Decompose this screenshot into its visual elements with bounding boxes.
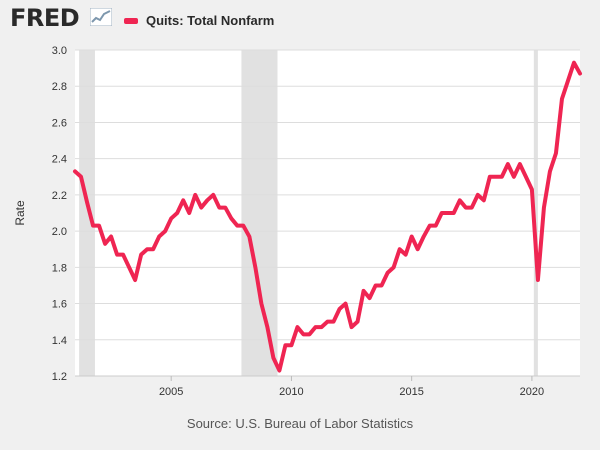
legend-swatch	[124, 17, 138, 24]
series-layer	[73, 60, 582, 373]
chart-header: FRED Quits: Total Nonfarm	[0, 0, 600, 40]
y-tick-label: 1.8	[52, 262, 67, 274]
x-tick-label: 2015	[399, 386, 423, 398]
recession-band	[241, 50, 278, 376]
y-tick-label: 1.6	[52, 299, 67, 311]
plot-area	[75, 50, 580, 376]
y-tick-label: 2.4	[52, 154, 67, 166]
y-tick-label: 3.0	[52, 45, 67, 57]
y-tick-label: 2.8	[52, 81, 67, 93]
x-tick-label: 2020	[520, 386, 544, 398]
y-axis-label: Rate	[13, 200, 27, 226]
legend-label: Quits: Total Nonfarm	[146, 13, 275, 28]
fred-logo[interactable]: FRED	[10, 4, 80, 32]
axis-layer: 1.2 1.4 1.6 1.8 2.0 2.2 2.4 2.6 2.8 3.0 2005 2010 20…	[52, 45, 580, 398]
recession-layer	[79, 50, 538, 376]
y-tick-label: 1.4	[52, 335, 67, 347]
y-tick-label: 2.0	[52, 226, 67, 238]
y-tick-label: 2.2	[52, 190, 67, 202]
recession-band	[79, 50, 95, 376]
x-tick-label: 2010	[279, 386, 303, 398]
recession-band	[533, 50, 538, 376]
source-note: Source: U.S. Bureau of Labor Statistics	[186, 416, 414, 431]
fred-chart-icon	[90, 8, 112, 26]
series-line[interactable]	[73, 60, 582, 373]
y-tick-label: 1.2	[52, 371, 67, 383]
legend: Quits: Total Nonfarm	[124, 13, 274, 28]
y-tick-label: 2.6	[52, 117, 67, 129]
x-tick-label: 2005	[159, 386, 183, 398]
